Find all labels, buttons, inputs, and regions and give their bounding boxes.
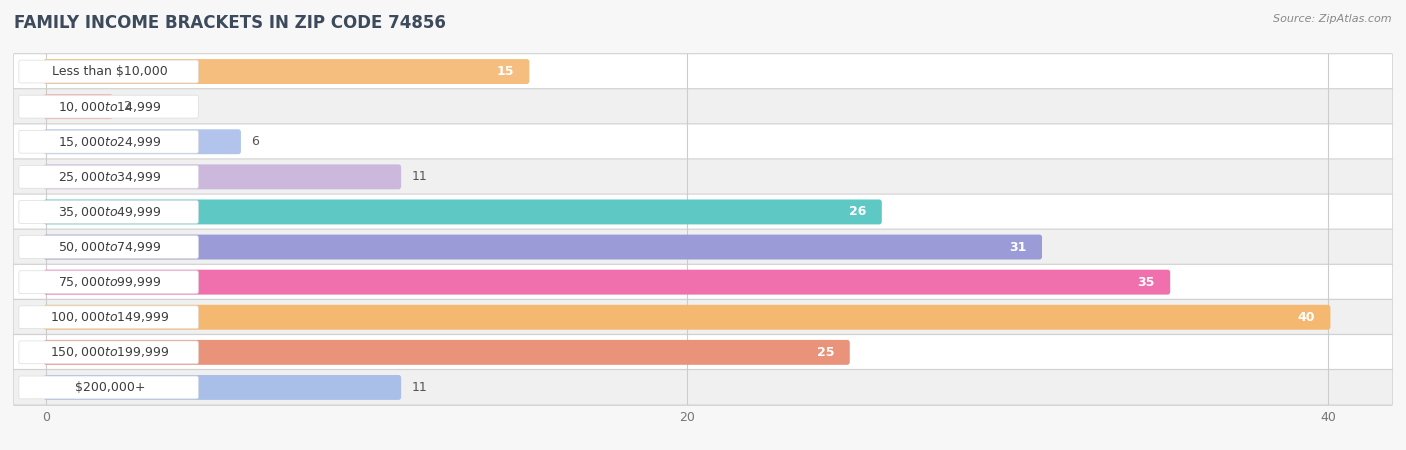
FancyBboxPatch shape <box>14 300 1392 334</box>
Text: 31: 31 <box>1010 241 1026 253</box>
FancyBboxPatch shape <box>44 270 1170 295</box>
FancyBboxPatch shape <box>14 160 1392 194</box>
FancyBboxPatch shape <box>18 201 198 223</box>
FancyBboxPatch shape <box>14 229 1392 265</box>
Text: $15,000 to $24,999: $15,000 to $24,999 <box>59 135 162 149</box>
FancyBboxPatch shape <box>18 341 198 364</box>
Text: 15: 15 <box>496 65 515 78</box>
Text: $100,000 to $149,999: $100,000 to $149,999 <box>51 310 170 324</box>
FancyBboxPatch shape <box>14 335 1392 369</box>
Text: 2: 2 <box>122 100 131 113</box>
FancyBboxPatch shape <box>44 59 529 84</box>
FancyBboxPatch shape <box>14 89 1392 125</box>
FancyBboxPatch shape <box>14 54 1392 88</box>
FancyBboxPatch shape <box>14 370 1392 404</box>
FancyBboxPatch shape <box>44 199 882 225</box>
FancyBboxPatch shape <box>14 195 1392 229</box>
Text: $75,000 to $99,999: $75,000 to $99,999 <box>59 275 162 289</box>
FancyBboxPatch shape <box>14 230 1392 264</box>
FancyBboxPatch shape <box>18 271 198 293</box>
FancyBboxPatch shape <box>14 264 1392 300</box>
FancyBboxPatch shape <box>14 159 1392 195</box>
FancyBboxPatch shape <box>14 299 1392 335</box>
Text: $35,000 to $49,999: $35,000 to $49,999 <box>59 205 162 219</box>
FancyBboxPatch shape <box>44 234 1042 260</box>
FancyBboxPatch shape <box>18 166 198 188</box>
FancyBboxPatch shape <box>44 164 401 189</box>
FancyBboxPatch shape <box>14 194 1392 230</box>
Text: 25: 25 <box>817 346 834 359</box>
FancyBboxPatch shape <box>18 236 198 258</box>
FancyBboxPatch shape <box>18 306 198 328</box>
Text: 11: 11 <box>412 171 427 183</box>
Text: Less than $10,000: Less than $10,000 <box>52 65 169 78</box>
Text: $10,000 to $14,999: $10,000 to $14,999 <box>59 99 162 114</box>
Text: 6: 6 <box>252 135 259 148</box>
FancyBboxPatch shape <box>18 95 198 118</box>
Text: FAMILY INCOME BRACKETS IN ZIP CODE 74856: FAMILY INCOME BRACKETS IN ZIP CODE 74856 <box>14 14 446 32</box>
Text: $25,000 to $34,999: $25,000 to $34,999 <box>59 170 162 184</box>
FancyBboxPatch shape <box>14 369 1392 405</box>
Text: 35: 35 <box>1137 276 1154 288</box>
FancyBboxPatch shape <box>44 129 240 154</box>
FancyBboxPatch shape <box>18 376 198 399</box>
FancyBboxPatch shape <box>14 124 1392 160</box>
FancyBboxPatch shape <box>14 334 1392 370</box>
FancyBboxPatch shape <box>14 265 1392 299</box>
Text: 11: 11 <box>412 381 427 394</box>
FancyBboxPatch shape <box>14 90 1392 123</box>
FancyBboxPatch shape <box>44 305 1330 330</box>
Text: 26: 26 <box>849 206 866 218</box>
FancyBboxPatch shape <box>18 130 198 153</box>
Text: $50,000 to $74,999: $50,000 to $74,999 <box>59 240 162 254</box>
FancyBboxPatch shape <box>18 60 198 83</box>
FancyBboxPatch shape <box>44 375 401 400</box>
FancyBboxPatch shape <box>44 94 112 119</box>
Text: $150,000 to $199,999: $150,000 to $199,999 <box>51 345 170 360</box>
Text: Source: ZipAtlas.com: Source: ZipAtlas.com <box>1274 14 1392 23</box>
Text: 40: 40 <box>1298 311 1315 324</box>
FancyBboxPatch shape <box>14 125 1392 158</box>
Text: $200,000+: $200,000+ <box>75 381 145 394</box>
FancyBboxPatch shape <box>14 54 1392 90</box>
FancyBboxPatch shape <box>44 340 849 365</box>
